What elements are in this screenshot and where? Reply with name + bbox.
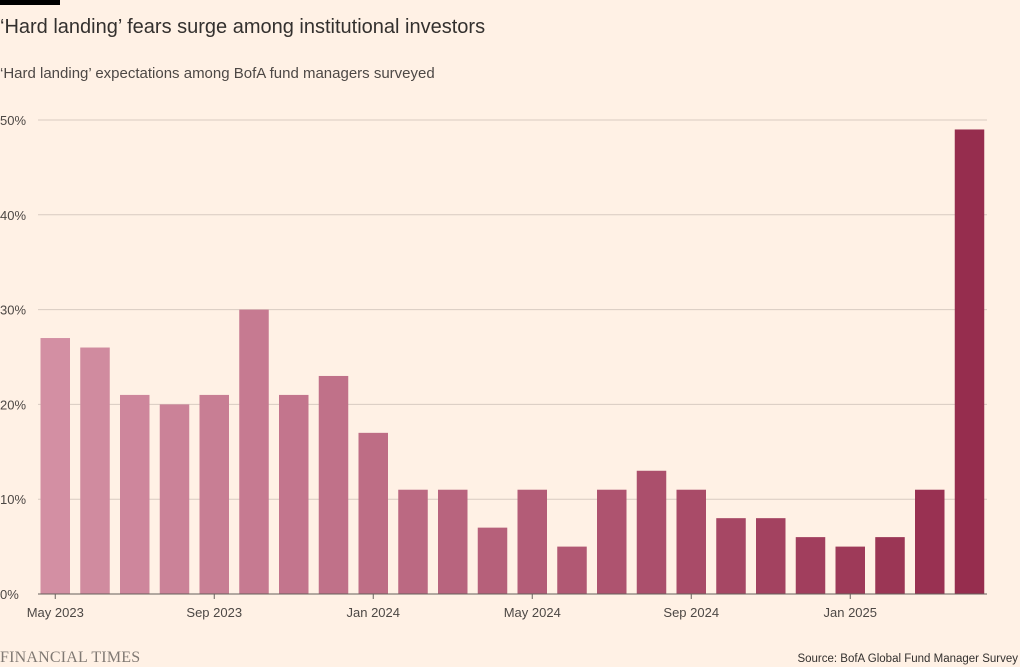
x-tick-label: May 2024: [504, 605, 561, 620]
y-tick-label: 0%: [0, 587, 19, 602]
bar: [716, 518, 746, 594]
bar: [636, 470, 667, 594]
bar: [517, 489, 547, 594]
chart-title: ‘Hard landing’ fears surge among institu…: [0, 16, 486, 38]
bar: [954, 129, 985, 595]
y-tick-label: 50%: [0, 113, 26, 128]
bar: [835, 546, 865, 594]
bar: [398, 489, 428, 594]
y-axis-labels: 0% 10% 20% 30% 40% 50%: [0, 113, 26, 602]
x-tick-label: Jan 2025: [824, 605, 878, 620]
bar: [358, 432, 388, 594]
bar: [875, 537, 905, 594]
bar: [80, 347, 110, 594]
bar: [597, 489, 627, 594]
bar: [199, 394, 229, 594]
bars: [40, 129, 985, 595]
y-tick-label: 30%: [0, 303, 26, 318]
bar: [477, 527, 508, 594]
bar: [795, 537, 826, 594]
y-tick-label: 40%: [0, 208, 26, 223]
y-tick-label: 20%: [0, 397, 26, 412]
x-tick-label: May 2023: [27, 605, 84, 620]
bar: [438, 489, 468, 594]
bar: [756, 518, 786, 594]
bar: [40, 338, 70, 594]
bar: [557, 546, 587, 594]
chart-subtitle: ‘Hard landing’ expectations among BofA f…: [0, 65, 435, 82]
bar: [159, 404, 190, 594]
bar: [279, 394, 309, 594]
bar: [318, 375, 349, 594]
x-tick-label: Jan 2024: [347, 605, 401, 620]
bar: [120, 394, 150, 594]
ft-logo: FINANCIAL TIMES: [0, 649, 141, 666]
bar: [915, 489, 945, 594]
y-tick-label: 10%: [0, 492, 26, 507]
x-tick-label: Sep 2024: [663, 605, 719, 620]
bar: [239, 309, 269, 594]
bar: [676, 489, 706, 594]
gridlines: [38, 119, 987, 500]
source-note: Source: BofA Global Fund Manager Survey: [797, 653, 1018, 665]
x-tick-label: Sep 2023: [186, 605, 242, 620]
brand-bar: [0, 0, 60, 5]
x-axis: May 2023 Sep 2023 Jan 2024 May 2024 Sep 2024…: [27, 593, 987, 620]
